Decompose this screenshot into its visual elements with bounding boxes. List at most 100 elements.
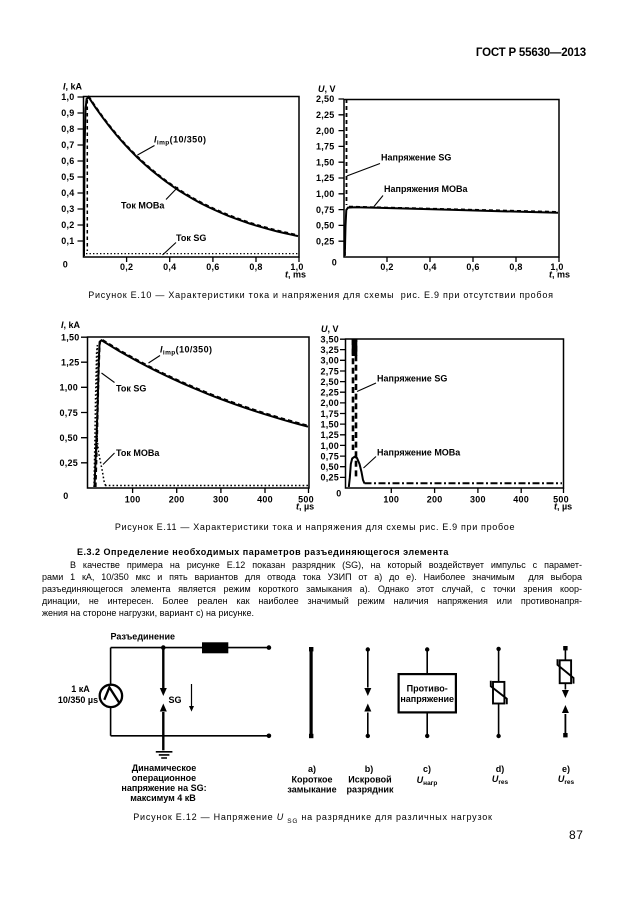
svg-text:0,8: 0,8 [249, 262, 262, 272]
svg-text:0,9: 0,9 [61, 108, 74, 118]
svg-text:Ток SG: Ток SG [176, 233, 206, 243]
svg-text:Динамическое: Динамическое [132, 763, 197, 773]
svg-text:0,4: 0,4 [163, 262, 176, 272]
svg-text:t, µs: t, µs [296, 502, 314, 512]
svg-text:Ток МОВа: Ток МОВа [121, 201, 165, 211]
svg-text:1,25: 1,25 [316, 173, 335, 183]
svg-text:1,50: 1,50 [320, 420, 339, 430]
svg-text:0,6: 0,6 [466, 262, 479, 272]
svg-text:0,2: 0,2 [61, 220, 74, 230]
svg-text:0: 0 [332, 258, 337, 268]
svg-text:400: 400 [513, 495, 529, 505]
svg-text:10/350 µs: 10/350 µs [58, 695, 98, 705]
svg-text:2,00: 2,00 [320, 398, 339, 408]
svg-text:1,0: 1,0 [550, 262, 563, 272]
svg-text:2,00: 2,00 [316, 126, 335, 136]
svg-text:Напряжения МОВа: Напряжения МОВа [384, 184, 469, 194]
svg-text:U, V: U, V [318, 84, 336, 94]
svg-text:0,75: 0,75 [59, 408, 78, 418]
svg-text:0,25: 0,25 [320, 473, 339, 483]
svg-text:0,50: 0,50 [59, 433, 78, 443]
svg-text:Iimp(10/350): Iimp(10/350) [160, 345, 212, 357]
svg-text:замыкание: замыкание [287, 785, 336, 795]
svg-text:1,50: 1,50 [61, 332, 80, 342]
svg-text:t, ms: t, ms [549, 270, 570, 280]
svg-text:2,50: 2,50 [316, 94, 335, 104]
svg-text:2,25: 2,25 [320, 388, 339, 398]
svg-text:Искровой: Искровой [348, 775, 391, 785]
svg-text:2,75: 2,75 [320, 366, 339, 376]
svg-text:Противо-: Противо- [407, 684, 448, 694]
svg-text:0,4: 0,4 [61, 188, 74, 198]
svg-text:напряжение на SG:: напряжение на SG: [121, 783, 206, 793]
svg-text:максимум 4 кВ: максимум 4 кВ [130, 793, 196, 803]
svg-text:0,2: 0,2 [380, 262, 393, 272]
svg-text:d): d) [496, 764, 505, 774]
svg-text:0,7: 0,7 [61, 140, 74, 150]
svg-text:b): b) [365, 764, 374, 774]
svg-text:0,8: 0,8 [61, 124, 74, 134]
svg-text:0,6: 0,6 [61, 156, 74, 166]
svg-text:500: 500 [298, 495, 314, 505]
svg-text:0,2: 0,2 [120, 262, 133, 272]
svg-text:500: 500 [553, 495, 569, 505]
svg-text:0,5: 0,5 [61, 172, 74, 182]
svg-text:0: 0 [63, 259, 68, 269]
svg-text:0: 0 [63, 491, 68, 501]
svg-text:200: 200 [169, 495, 185, 505]
svg-text:Ток МОВа: Ток МОВа [116, 448, 160, 458]
svg-text:0,50: 0,50 [320, 462, 339, 472]
svg-text:3,00: 3,00 [320, 356, 339, 366]
svg-text:I, kA: I, kA [61, 320, 81, 330]
svg-text:1,25: 1,25 [61, 358, 80, 368]
svg-text:а): а) [308, 764, 316, 774]
svg-text:300: 300 [213, 495, 229, 505]
svg-text:0,75: 0,75 [316, 205, 335, 215]
svg-text:1,0: 1,0 [61, 92, 74, 102]
svg-text:1,75: 1,75 [320, 409, 339, 419]
svg-text:100: 100 [383, 495, 399, 505]
svg-text:1,25: 1,25 [320, 430, 339, 440]
svg-text:1,50: 1,50 [316, 157, 335, 167]
svg-text:t, µs: t, µs [554, 502, 572, 512]
svg-text:1,00: 1,00 [59, 383, 78, 393]
svg-text:3,50: 3,50 [320, 334, 339, 344]
svg-text:Ток SG: Ток SG [116, 384, 146, 394]
svg-text:Напряжение SG: Напряжение SG [381, 153, 451, 163]
svg-text:U, V: U, V [321, 324, 339, 334]
svg-text:0,1: 0,1 [61, 236, 74, 246]
svg-text:3,25: 3,25 [320, 345, 339, 355]
svg-text:операционное: операционное [132, 773, 196, 783]
svg-text:1,00: 1,00 [316, 189, 335, 199]
svg-text:300: 300 [470, 495, 486, 505]
svg-text:напряжение: напряжение [400, 694, 454, 704]
svg-text:100: 100 [125, 495, 141, 505]
svg-text:400: 400 [257, 495, 273, 505]
svg-text:1,0: 1,0 [290, 262, 303, 272]
svg-text:Uнагр: Uнагр [417, 775, 438, 787]
svg-text:1,00: 1,00 [320, 441, 339, 451]
svg-text:0,3: 0,3 [61, 204, 74, 214]
svg-text:разрядник: разрядник [347, 785, 394, 795]
svg-text:0,8: 0,8 [509, 262, 522, 272]
svg-text:1,75: 1,75 [316, 142, 335, 152]
svg-text:0: 0 [336, 488, 341, 498]
svg-text:е): е) [562, 764, 570, 774]
svg-text:Короткое: Короткое [291, 775, 332, 785]
svg-text:0,25: 0,25 [59, 458, 78, 468]
svg-text:0,6: 0,6 [206, 262, 219, 272]
svg-text:0,75: 0,75 [320, 451, 339, 461]
svg-text:0,4: 0,4 [423, 262, 436, 272]
svg-text:I, kA: I, kA [63, 82, 83, 92]
svg-text:0,25: 0,25 [316, 236, 335, 246]
svg-text:с): с) [423, 764, 431, 774]
svg-text:Iimp(10/350): Iimp(10/350) [154, 134, 206, 146]
svg-text:SG: SG [169, 695, 182, 705]
svg-text:t, ms: t, ms [285, 270, 306, 280]
svg-text:2,25: 2,25 [316, 110, 335, 120]
svg-text:200: 200 [427, 495, 443, 505]
svg-text:2,50: 2,50 [320, 377, 339, 387]
svg-text:Напряжение МОВа: Напряжение МОВа [377, 448, 461, 458]
svg-text:Ures: Ures [558, 774, 575, 786]
svg-text:Ures: Ures [492, 774, 509, 786]
